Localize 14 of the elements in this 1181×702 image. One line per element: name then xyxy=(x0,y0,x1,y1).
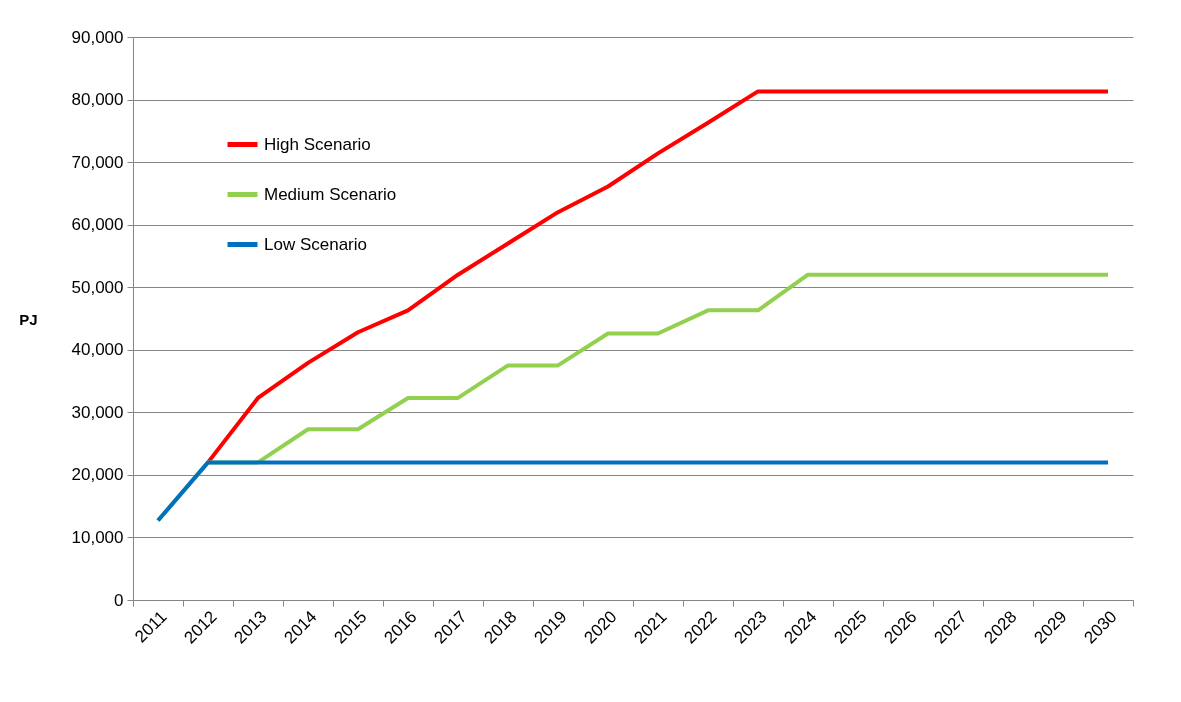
legend-label: Medium Scenario xyxy=(264,184,397,204)
legend-label: Low Scenario xyxy=(264,234,368,254)
y-tick-label: 90,000 xyxy=(71,27,124,47)
y-tick-label: 80,000 xyxy=(71,90,124,110)
y-tick-label: 40,000 xyxy=(71,340,124,360)
y-tick-label: 30,000 xyxy=(71,402,124,422)
y-tick-label: 60,000 xyxy=(71,215,124,235)
y-axis-title: PJ xyxy=(19,310,38,328)
y-tick-label: 70,000 xyxy=(71,152,124,172)
y-tick-label: 50,000 xyxy=(71,277,124,297)
y-tick-label: 0 xyxy=(114,590,124,610)
y-tick-label: 20,000 xyxy=(71,465,124,485)
legend-label: High Scenario xyxy=(264,134,371,154)
y-tick-label: 10,000 xyxy=(71,527,124,547)
